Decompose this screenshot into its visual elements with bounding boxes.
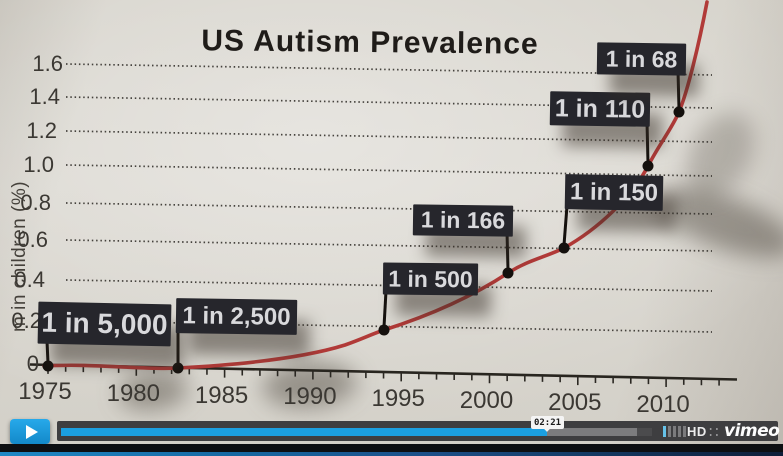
bottom-accent-strip: [0, 452, 783, 456]
data-flag: 1 in 5,000: [37, 301, 172, 347]
data-flag: 1 in 500: [382, 262, 479, 296]
data-point: [558, 242, 570, 254]
data-point: [642, 160, 654, 172]
play-icon: [25, 424, 38, 439]
y-axis-tick-label: 0.8: [20, 190, 51, 215]
flag-stem: [676, 70, 681, 110]
trend-line: [42, 0, 709, 371]
data-flag: 1 in 150: [564, 174, 664, 211]
volume-bar: [668, 426, 671, 437]
y-axis-tick-label: 1.0: [23, 152, 54, 177]
y-axis-tick-label: 1.2: [26, 118, 57, 143]
x-axis-tick-label: 2010: [636, 390, 690, 418]
flag-stem: [562, 205, 569, 246]
data-point: [172, 362, 184, 374]
y-axis-tick-label: 0.4: [14, 267, 45, 292]
volume-bars-icon[interactable]: [663, 426, 686, 437]
flag-stem: [382, 290, 388, 328]
data-point: [502, 267, 514, 279]
flag-stem: [505, 231, 510, 271]
x-axis-tick-label: 1975: [18, 377, 72, 405]
data-flag: 1 in 2,500: [175, 298, 298, 335]
dots-icon: ∷: [709, 424, 719, 441]
y-axis-tick-label: 0: [26, 351, 39, 376]
data-point: [673, 106, 685, 118]
y-axis-tick-label: 0.2: [11, 308, 42, 333]
x-axis-tick-label: 2005: [548, 389, 602, 417]
time-tooltip: 02:21: [531, 416, 564, 429]
data-flag: 1 in 68: [596, 42, 687, 76]
volume-bar: [678, 426, 681, 437]
y-axis-tick-label: 1.6: [32, 51, 63, 76]
volume-bar: [663, 426, 666, 437]
play-button[interactable]: [10, 419, 50, 444]
grid-line: [65, 239, 713, 252]
data-point: [42, 360, 54, 372]
data-point: [378, 324, 390, 336]
flag-stem: [45, 340, 50, 364]
x-axis-tick-label: 1985: [194, 381, 249, 409]
data-flag: 1 in 110: [549, 91, 651, 127]
x-axis-tick-label: 1995: [371, 385, 425, 413]
x-axis-tick-label: 1990: [283, 383, 337, 411]
volume-bar: [683, 426, 686, 437]
flag-stem: [645, 121, 650, 164]
volume-bar: [673, 426, 676, 437]
grid-line: [65, 130, 713, 143]
grid-line: [65, 202, 713, 215]
vimeo-logo[interactable]: vimeo: [724, 421, 780, 441]
data-flag: 1 in 166: [412, 204, 514, 237]
y-axis-tick-label: 0.6: [17, 227, 48, 252]
chart-title: US Autism Prevalence: [201, 24, 539, 61]
y-axis-tick-label: 1.4: [29, 84, 60, 109]
progress-played: [61, 428, 547, 436]
x-axis-tick-label: 2000: [459, 387, 514, 415]
x-axis-tick-label: 1980: [106, 379, 160, 407]
bottom-strip: [0, 444, 783, 452]
hd-badge[interactable]: HD: [687, 424, 707, 439]
